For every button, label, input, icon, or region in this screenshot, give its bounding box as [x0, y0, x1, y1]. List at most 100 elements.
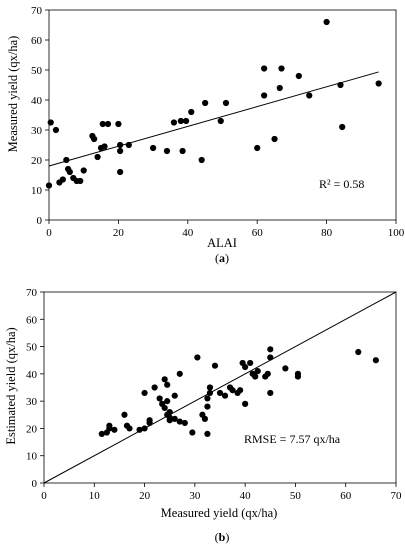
- chart-a-data-point: [222, 99, 230, 107]
- chart-b-data-point: [136, 426, 143, 433]
- chart-b-data-point: [242, 363, 249, 371]
- chart-a-data-point: [295, 72, 302, 80]
- chart-a-data-point: [77, 177, 84, 185]
- chart-b-data-point: [229, 387, 236, 394]
- chart-a-x-tick-label: 0: [46, 227, 52, 239]
- chart-b-data-point: [166, 417, 173, 424]
- chart-b-x-tick-label: 10: [89, 490, 101, 502]
- chart-b-data-point: [264, 370, 271, 377]
- chart-a-plot-frame: [48, 9, 397, 221]
- chart-a-y-tick-label: 0: [37, 215, 43, 227]
- chart-a-x-axis-title: ALAI: [207, 236, 237, 250]
- chart-a-data-point: [323, 18, 330, 26]
- chart-b-data-point: [201, 415, 209, 422]
- chart-b-y-tick-label: 60: [26, 314, 38, 326]
- chart-b-y-tick-label: 30: [26, 396, 38, 408]
- chart-b-data-point: [164, 398, 171, 405]
- chart-a-data-point: [188, 108, 195, 116]
- chart-a-marks: 0 20 40 60 80 100 0 10 20 30 40 50 60 70: [31, 5, 405, 239]
- chart-b-data-point: [267, 389, 274, 397]
- chart-b-annotation: RMSE = 7.57 qx/ha: [244, 432, 341, 446]
- chart-b-data-point: [189, 429, 196, 436]
- chart-b-x-tick-label: 20: [139, 490, 151, 502]
- chart-b-data-point: [206, 384, 214, 391]
- chart-a-data-point: [306, 92, 313, 99]
- chart-a-annotation: R² = 0.58: [319, 177, 364, 191]
- chart-a-y-tick-label: 40: [31, 95, 43, 107]
- chart-a-data-point: [45, 182, 53, 189]
- chart-b-data-point: [267, 346, 274, 353]
- chart-a-data-point: [104, 120, 112, 128]
- chart-a-data-point: [66, 168, 73, 176]
- chart-b-data-point: [161, 376, 168, 383]
- chart-a-data-point: [80, 167, 87, 174]
- chart-b-data-point: [126, 425, 133, 432]
- chart-b-data-point: [194, 354, 201, 361]
- chart-b-panel-letter: b: [219, 530, 226, 544]
- chart-b-data-point: [161, 404, 168, 412]
- chart-b-panel-label: (b): [215, 530, 230, 544]
- chart-a-y-tick-label: 30: [31, 125, 43, 137]
- chart-a-data-point: [198, 156, 205, 164]
- chart-a-data-point: [52, 126, 60, 134]
- chart-a-data-point: [125, 141, 132, 149]
- chart-b-data-point: [98, 430, 105, 437]
- chart-a-data-point: [99, 120, 106, 128]
- chart-b-data-point: [355, 348, 362, 356]
- chart-a-x-tick-label: 20: [113, 227, 125, 239]
- chart-b-y-tick-label: 40: [26, 369, 38, 381]
- chart-b-data-point: [164, 381, 171, 388]
- chart-a-data-point: [63, 156, 70, 164]
- chart-a-data-point: [182, 117, 190, 125]
- chart-b-data-point: [176, 418, 183, 425]
- chart-a-y-tick-label: 10: [31, 185, 43, 197]
- chart-b-plot-frame: [43, 291, 397, 484]
- chart-b-data-point: [166, 408, 173, 416]
- chart-a-panel-letter: a: [219, 251, 225, 265]
- chart-a-y-tick-label: 60: [31, 35, 43, 47]
- chart-a-data-point: [150, 144, 157, 152]
- chart-a-data-point: [94, 153, 101, 161]
- chart-a-data-point: [59, 176, 66, 183]
- chart-a-x-tick-label: 60: [252, 227, 264, 239]
- chart-a-data-point: [115, 120, 122, 128]
- chart-b-data-point: [267, 354, 274, 361]
- chart-a-data-point: [271, 135, 278, 143]
- chart-b-data-point: [294, 373, 302, 380]
- chart-a-data-point: [91, 135, 98, 143]
- chart-a-x-tick-label: 40: [182, 227, 194, 239]
- chart-b-data-point: [211, 362, 219, 369]
- chart-b-x-tick-label: 40: [240, 490, 252, 502]
- chart-a-data-point: [179, 147, 186, 155]
- chart-a-data-point: [202, 99, 209, 107]
- chart-a-data-point: [261, 65, 268, 72]
- chart-a-data-point: [117, 168, 124, 176]
- chart-a-data-point: [163, 147, 171, 155]
- chart-a-data-point: [339, 123, 346, 131]
- chart-a-y-tick-label: 50: [31, 65, 43, 77]
- chart-b-x-tick-label: 70: [391, 490, 403, 502]
- chart-a-data-point: [278, 65, 285, 72]
- chart-a-data-point: [47, 119, 54, 126]
- chart-b-data-point: [151, 384, 158, 391]
- chart-b-x-tick-label: 50: [290, 490, 302, 502]
- chart-b-data-point: [156, 395, 163, 402]
- chart-a-data-point: [254, 144, 261, 152]
- chart-a-data-point: [337, 81, 344, 89]
- chart-b-data-point: [237, 387, 244, 394]
- chart-b-data-point: [204, 395, 211, 402]
- chart-a-y-axis-title: Measured yield (qx/ha): [6, 36, 20, 153]
- chart-b-data-point: [204, 430, 211, 437]
- chart-b-data-point: [216, 389, 224, 397]
- chart-b-x-tick-label: 0: [41, 490, 47, 502]
- chart-b-data-point: [221, 392, 229, 399]
- chart-b-data-point: [252, 373, 259, 380]
- chart-a-data-point: [170, 119, 178, 126]
- chart-b-marks: 0 10 20 30 40 50 60 70 0 10 20 30 40 50 60 70: [26, 287, 402, 502]
- chart-b-data-point: [181, 419, 188, 427]
- chart-a-data-point: [117, 141, 124, 149]
- chart-a-y-tick-label: 70: [31, 5, 43, 17]
- chart-b-data-point: [141, 389, 148, 397]
- chart-b-x-tick-label: 60: [340, 490, 352, 502]
